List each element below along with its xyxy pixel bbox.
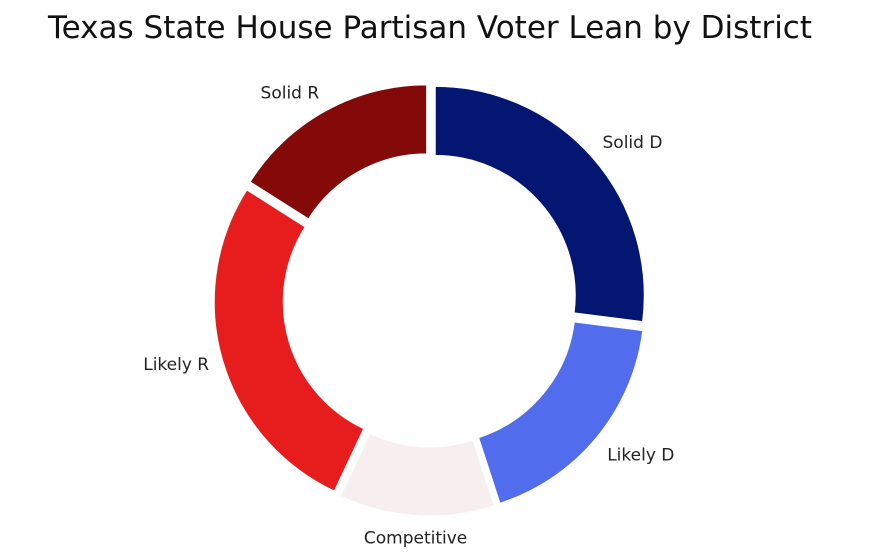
chart-title: Texas State House Partisan Voter Lean by… xyxy=(47,10,813,46)
slice-label-competitive: Competitive xyxy=(364,529,467,549)
slice-label-solid-d: Solid D xyxy=(603,133,663,153)
slice-likely-d xyxy=(478,321,644,504)
slice-label-likely-r: Likely R xyxy=(143,355,209,375)
slice-solid-d xyxy=(434,85,645,323)
slice-label-likely-d: Likely D xyxy=(607,446,674,466)
slices-layer xyxy=(213,84,645,517)
slice-competitive xyxy=(339,432,495,517)
slice-label-solid-r: Solid R xyxy=(261,83,320,103)
slice-solid-r xyxy=(249,84,428,220)
slice-likely-r xyxy=(213,189,365,492)
labels-layer: Solid D Likely D Competitive Likely R Solid … xyxy=(143,83,674,548)
